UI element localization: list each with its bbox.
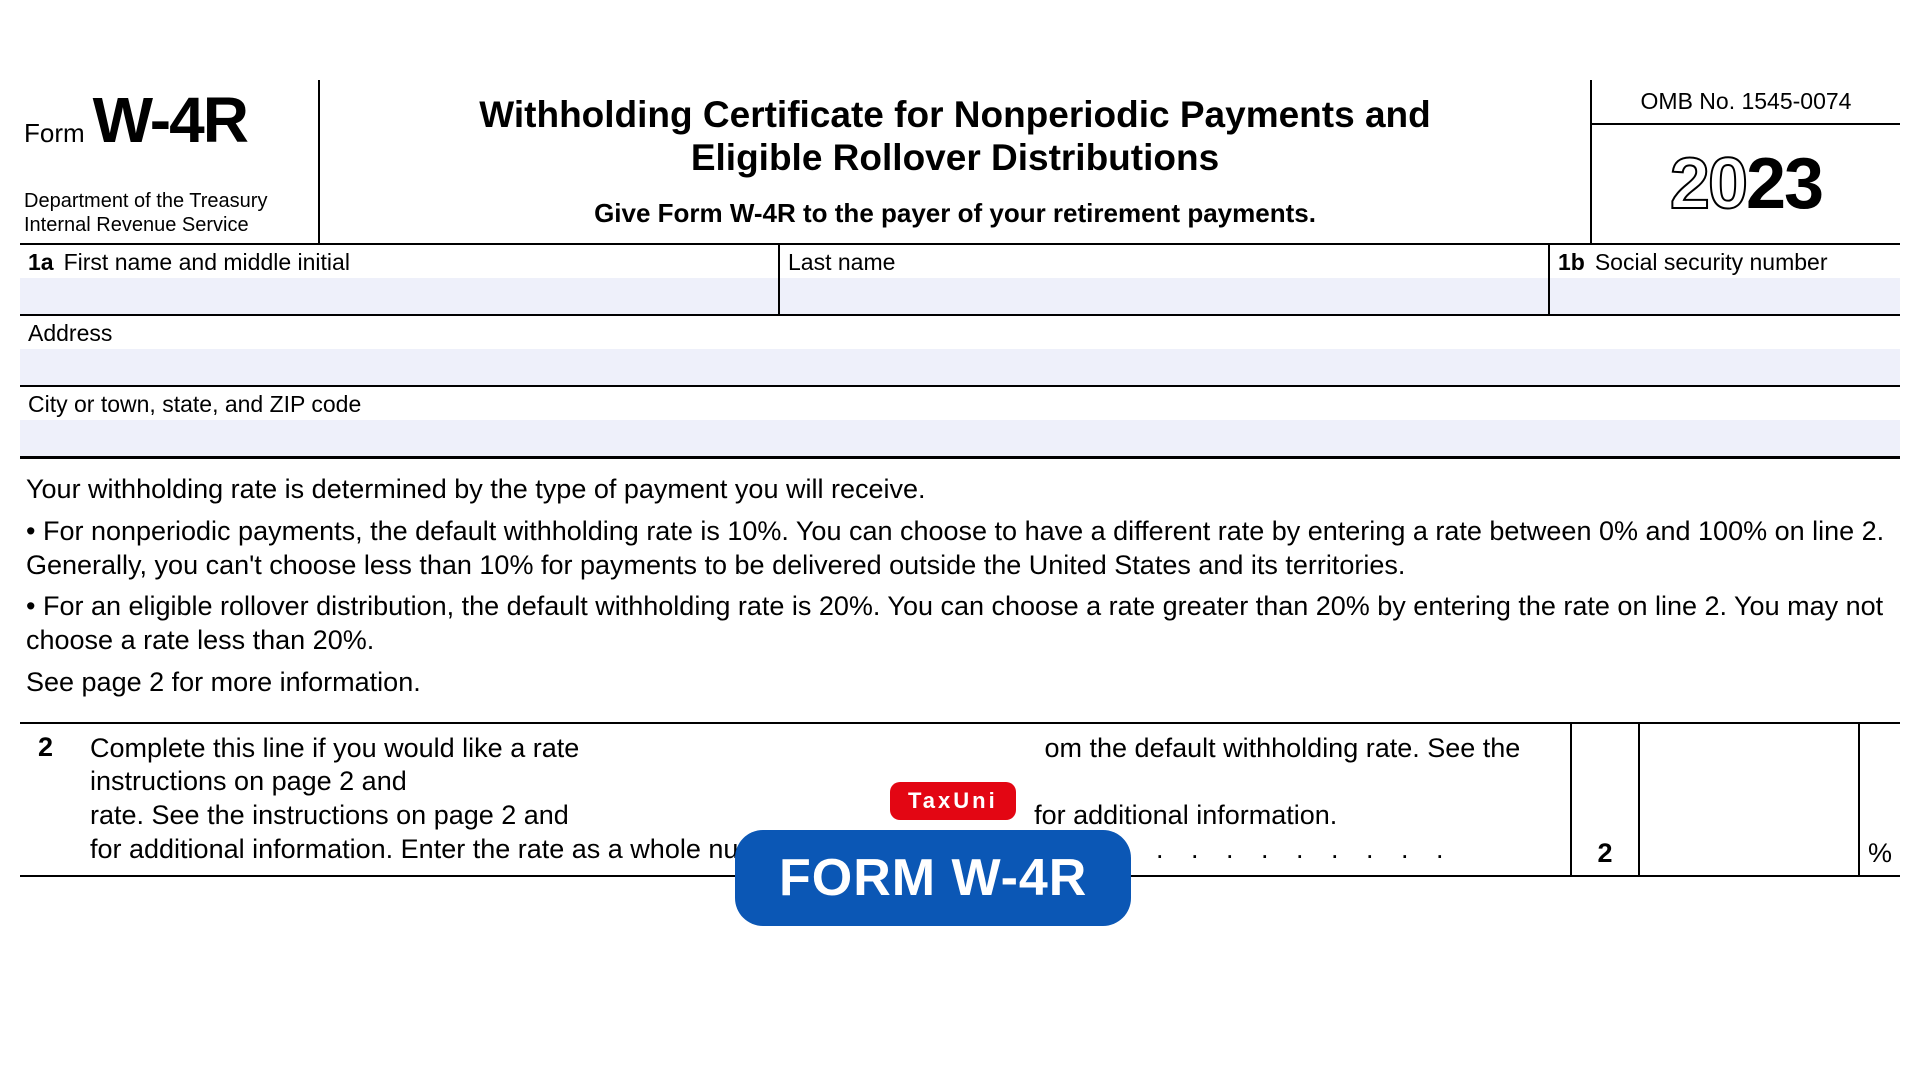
row-address: Address [20, 316, 1900, 387]
instructions-block: Your withholding rate is determined by t… [20, 459, 1900, 714]
dept-line2: Internal Revenue Service [24, 213, 308, 237]
form-title: Withholding Certificate for Nonperiodic … [340, 94, 1570, 179]
intro-text: Your withholding rate is determined by t… [26, 473, 1894, 507]
header-middle: Withholding Certificate for Nonperiodic … [320, 80, 1590, 243]
field-last-name: Last name [780, 245, 1550, 314]
field-ssn: 1bSocial security number [1550, 245, 1900, 314]
line2-value-input[interactable] [1640, 724, 1860, 875]
city-input[interactable] [20, 420, 1900, 456]
line2-number: 2 [20, 724, 90, 875]
row-1: 1aFirst name and middle initial Last nam… [20, 245, 1900, 316]
taxuni-badge: TaxUni [890, 782, 1016, 820]
form-year: 2023 [1592, 125, 1900, 243]
form-w4r: Form W-4R Department of the Treasury Int… [20, 80, 1900, 877]
row-city: City or town, state, and ZIP code [20, 387, 1900, 459]
form-subtitle: Give Form W-4R to the payer of your reti… [340, 198, 1570, 229]
dept-line1: Department of the Treasury [24, 189, 308, 213]
ssn-input[interactable] [1550, 278, 1900, 314]
first-name-input[interactable] [20, 278, 778, 314]
percent-sign: % [1860, 724, 1900, 875]
bullet-2: • For an eligible rollover distribution,… [26, 590, 1894, 658]
form-header: Form W-4R Department of the Treasury Int… [20, 80, 1900, 245]
header-right: OMB No. 1545-0074 2023 [1590, 80, 1900, 243]
form-number: W-4R [93, 88, 247, 152]
see-page-2: See page 2 for more information. [26, 666, 1894, 700]
omb-number: OMB No. 1545-0074 [1592, 80, 1900, 125]
bullet-1: • For nonperiodic payments, the default … [26, 515, 1894, 583]
last-name-input[interactable] [780, 278, 1548, 314]
header-left: Form W-4R Department of the Treasury Int… [20, 80, 320, 243]
address-input[interactable] [20, 349, 1900, 385]
field-first-name: 1aFirst name and middle initial [20, 245, 780, 314]
line2-col-number: 2 [1570, 724, 1640, 875]
form-w4r-badge: FORM W-4R [735, 830, 1131, 926]
department-block: Department of the Treasury Internal Reve… [24, 189, 308, 237]
form-word: Form [24, 118, 85, 149]
